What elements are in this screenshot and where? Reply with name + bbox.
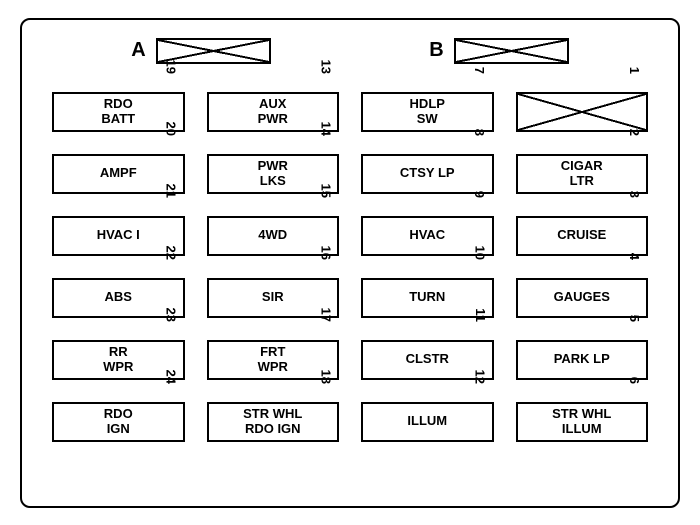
fuse-number: 6 — [627, 376, 642, 383]
fuse-box: HDLPSW — [361, 92, 494, 132]
fuse-box: GAUGES — [516, 278, 649, 318]
fuse-label-line1: CLSTR — [406, 352, 449, 367]
fuse-label-line1: SIR — [262, 290, 284, 305]
fuse-label-line1: PWR — [258, 159, 288, 174]
fuse-cell-1: 1 — [516, 74, 649, 132]
fuse-cell-7: 7HDLPSW — [361, 74, 494, 132]
fuse-label-line2: WPR — [258, 360, 288, 375]
fuse-number: 19 — [164, 59, 179, 73]
fuse-label-line1: STR WHL — [243, 407, 302, 422]
fuse-number: 13 — [318, 59, 333, 73]
fuse-cell-12: 12ILLUM — [361, 384, 494, 442]
fuse-box: CIGARLTR — [516, 154, 649, 194]
fuse-number: 22 — [164, 245, 179, 259]
fuse-box: CTSY LP — [361, 154, 494, 194]
fuse-label-line2: LTR — [570, 174, 594, 189]
fuse-label-line1: FRT — [260, 345, 285, 360]
fuse-label-line2: IGN — [107, 422, 130, 437]
fuse-number: 23 — [164, 307, 179, 321]
fuse-label-line1: AMPF — [100, 166, 137, 181]
fuse-label-line1: 4WD — [258, 228, 287, 243]
fuse-number: 8 — [473, 128, 488, 135]
fuse-label-line1: GAUGES — [554, 290, 610, 305]
fuse-label-line1: CRUISE — [557, 228, 606, 243]
fuse-label-line1: CTSY LP — [400, 166, 455, 181]
fuse-number: 7 — [473, 66, 488, 73]
fuse-label-line2: ILLUM — [562, 422, 602, 437]
relay-a: A — [131, 38, 270, 64]
fuse-label-line2: SW — [417, 112, 438, 127]
fuse-label-line1: TURN — [409, 290, 445, 305]
fuse-number: 24 — [164, 369, 179, 383]
fuse-box: RDOIGN — [52, 402, 185, 442]
fuse-label-line1: AUX — [259, 97, 286, 112]
fuse-cell-2: 2CIGARLTR — [516, 136, 649, 194]
fuse-box: STR WHLILLUM — [516, 402, 649, 442]
fuse-label-line2: WPR — [103, 360, 133, 375]
fuse-panel: A B 19RDOBATT13AUXPWR7HDLPSW120AMPF14PWR… — [20, 18, 680, 508]
fuse-number: 4 — [627, 252, 642, 259]
fuse-cell-18: 18STR WHLRDO IGN — [207, 384, 340, 442]
fuse-number: 3 — [627, 190, 642, 197]
fuse-label-line2: BATT — [101, 112, 135, 127]
fuse-label-line2: PWR — [258, 112, 288, 127]
fuse-number: 12 — [473, 369, 488, 383]
relay-a-label: A — [131, 39, 145, 62]
fuse-cell-24: 24RDOIGN — [52, 384, 185, 442]
relay-b-label: B — [429, 39, 443, 62]
relay-b: B — [429, 38, 568, 64]
fuse-label-line1: RR — [109, 345, 128, 360]
fuse-label-line1: ILLUM — [407, 414, 447, 429]
fuse-number: 14 — [318, 121, 333, 135]
fuse-label-line1: RDO — [104, 97, 133, 112]
relay-row: A B — [52, 38, 648, 64]
fuse-label-line1: HVAC — [409, 228, 445, 243]
fuse-number: 21 — [164, 183, 179, 197]
fuse-number: 10 — [473, 245, 488, 259]
fuse-number: 11 — [473, 308, 488, 322]
fuse-box: ILLUM — [361, 402, 494, 442]
fuse-number: 18 — [318, 369, 333, 383]
fuse-box — [516, 92, 649, 132]
fuse-cell-5: 5PARK LP — [516, 322, 649, 380]
fuse-label-line1: RDO — [104, 407, 133, 422]
fuse-box: CRUISE — [516, 216, 649, 256]
fuse-cell-6: 6STR WHLILLUM — [516, 384, 649, 442]
fuse-cell-4: 4GAUGES — [516, 260, 649, 318]
fuse-number: 16 — [318, 245, 333, 259]
fuse-grid: 19RDOBATT13AUXPWR7HDLPSW120AMPF14PWRLKS8… — [52, 74, 648, 442]
fuse-number: 5 — [627, 314, 642, 321]
fuse-cell-3: 3CRUISE — [516, 198, 649, 256]
fuse-label-line1: HDLP — [410, 97, 445, 112]
fuse-number: 1 — [627, 66, 642, 73]
fuse-label-line2: LKS — [260, 174, 286, 189]
fuse-label-line1: ABS — [105, 290, 132, 305]
fuse-box: PARK LP — [516, 340, 649, 380]
fuse-label-line2: RDO IGN — [245, 422, 301, 437]
fuse-cell-8: 8CTSY LP — [361, 136, 494, 194]
fuse-label-line1: CIGAR — [561, 159, 603, 174]
fuse-box: STR WHLRDO IGN — [207, 402, 340, 442]
fuse-number: 9 — [473, 190, 488, 197]
fuse-number: 15 — [318, 183, 333, 197]
fuse-label-line1: PARK LP — [554, 352, 610, 367]
fuse-label-line1: HVAC I — [97, 228, 140, 243]
fuse-number: 17 — [318, 307, 333, 321]
fuse-label-line1: STR WHL — [552, 407, 611, 422]
fuse-number: 2 — [627, 128, 642, 135]
fuse-number: 20 — [164, 121, 179, 135]
relay-b-box — [454, 38, 569, 64]
